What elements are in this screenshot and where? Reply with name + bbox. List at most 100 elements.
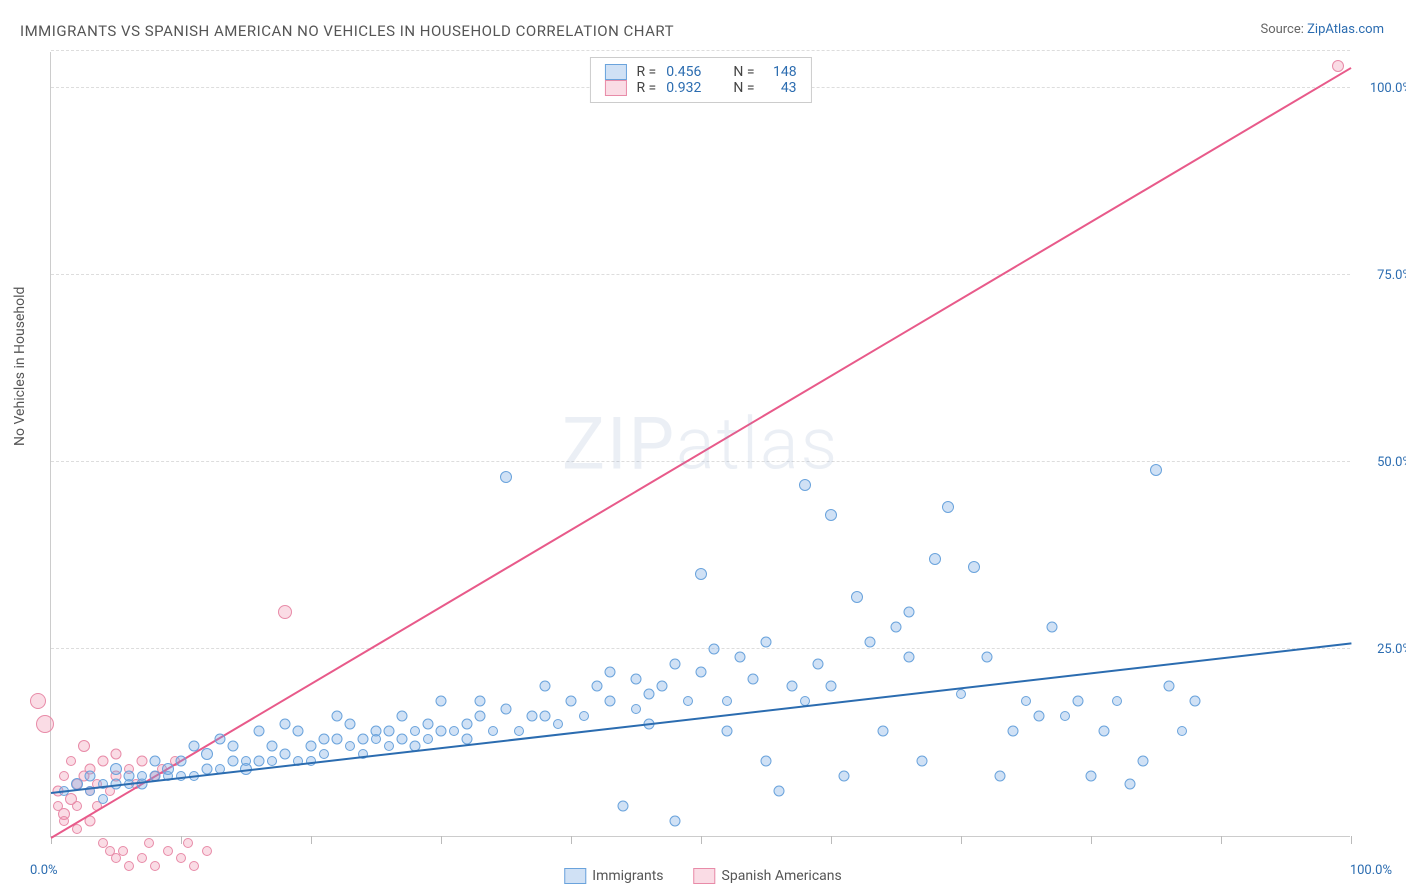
immigrants-point — [319, 749, 329, 759]
immigrants-point — [787, 681, 798, 692]
immigrants-point — [1086, 771, 1097, 782]
immigrants-point — [228, 756, 239, 767]
immigrants-point — [813, 659, 824, 670]
chart-title: IMMIGRANTS VS SPANISH AMERICAN NO VEHICL… — [20, 22, 674, 40]
immigrants-point — [1008, 726, 1019, 737]
immigrants-point — [384, 726, 395, 737]
immigrants-point — [1125, 778, 1136, 789]
immigrants-point — [761, 636, 772, 647]
immigrants-point — [735, 651, 746, 662]
immigrants-point — [384, 741, 394, 751]
immigrants-point — [280, 718, 291, 729]
legend-n-value: 148 — [765, 64, 797, 80]
spanish-point — [59, 816, 69, 826]
y-tick-label: 100.0% — [1370, 81, 1406, 96]
immigrants-point — [150, 756, 161, 767]
series-legend: Immigrants Spanish Americans — [564, 868, 841, 884]
immigrants-point — [722, 726, 733, 737]
source-link[interactable]: ZipAtlas.com — [1307, 22, 1384, 37]
immigrants-point — [124, 771, 135, 782]
immigrants-point — [254, 726, 265, 737]
immigrants-point — [436, 696, 447, 707]
immigrants-point — [410, 726, 420, 736]
immigrants-point — [228, 741, 239, 752]
immigrants-point — [514, 726, 524, 736]
immigrants-point — [670, 659, 681, 670]
legend-r-label: R = — [636, 80, 656, 96]
spanish-point — [189, 861, 199, 871]
immigrants-point — [799, 479, 811, 491]
spanish-point — [137, 756, 148, 767]
immigrants-point — [1112, 696, 1122, 706]
spanish-point — [202, 846, 212, 856]
legend-swatch — [694, 868, 716, 884]
immigrants-point — [761, 756, 772, 767]
immigrants-point — [1073, 696, 1084, 707]
immigrants-point — [929, 553, 941, 565]
spanish-point — [118, 846, 128, 856]
legend-label: Spanish Americans — [722, 868, 842, 884]
immigrants-point — [553, 719, 563, 729]
gridline — [51, 461, 1350, 462]
legend-swatch — [604, 64, 626, 80]
x-tick — [961, 836, 962, 844]
immigrants-point — [397, 711, 408, 722]
x-tick — [1221, 836, 1222, 844]
immigrants-point — [201, 748, 213, 760]
immigrants-point — [358, 733, 369, 744]
legend-n-label: N = — [733, 64, 754, 80]
immigrants-point — [774, 786, 785, 797]
legend-swatch — [604, 80, 626, 96]
gridline — [51, 274, 1350, 275]
immigrants-point — [904, 606, 915, 617]
y-tick-label: 25.0% — [1377, 642, 1406, 657]
immigrants-point — [397, 733, 408, 744]
spanish-point — [137, 853, 147, 863]
immigrants-point — [254, 756, 265, 767]
legend-label: Immigrants — [592, 868, 663, 884]
spanish-point — [59, 771, 69, 781]
spanish-point — [72, 801, 82, 811]
x-axis-max-label: 100.0% — [1350, 863, 1392, 878]
spanish-point — [150, 861, 160, 871]
spanish-point — [176, 853, 186, 863]
immigrants-point — [709, 644, 720, 655]
spanish-point — [78, 740, 90, 752]
spanish-trendline — [50, 67, 1351, 839]
immigrants-point — [1177, 726, 1187, 736]
immigrants-point — [904, 651, 915, 662]
immigrants-point — [657, 681, 668, 692]
immigrants-point — [1099, 726, 1110, 737]
gridline — [51, 648, 1350, 649]
immigrants-point — [644, 688, 655, 699]
immigrants-point — [267, 741, 278, 752]
spanish-point — [98, 756, 109, 767]
legend-row: R =0.932N =43 — [604, 80, 796, 96]
immigrants-point — [110, 763, 122, 775]
spanish-point — [144, 838, 154, 848]
legend-n-label: N = — [733, 80, 754, 96]
immigrants-point — [631, 674, 642, 685]
immigrants-point — [1150, 464, 1162, 476]
legend-r-value: 0.932 — [666, 80, 701, 96]
immigrants-point — [956, 689, 966, 699]
spanish-point — [124, 861, 134, 871]
immigrants-point — [345, 741, 355, 751]
immigrants-point — [995, 771, 1006, 782]
immigrants-point — [306, 741, 317, 752]
immigrants-point — [98, 794, 108, 804]
spanish-point — [183, 838, 193, 848]
watermark-atlas: atlas — [676, 402, 839, 487]
immigrants-point — [267, 756, 277, 766]
spanish-point — [30, 693, 46, 709]
spanish-point — [278, 605, 292, 619]
immigrants-point — [332, 711, 343, 722]
source-attribution: Source: ZipAtlas.com — [1260, 22, 1384, 37]
x-tick — [831, 836, 832, 844]
immigrants-point — [1060, 711, 1070, 721]
x-axis-min-label: 0.0% — [30, 863, 58, 878]
immigrants-point — [722, 696, 732, 706]
immigrants-point — [85, 771, 96, 782]
scatter-plot-area: ZIPatlas R =0.456N =148R =0.932N =43 25.… — [50, 52, 1350, 837]
immigrants-point — [592, 681, 603, 692]
